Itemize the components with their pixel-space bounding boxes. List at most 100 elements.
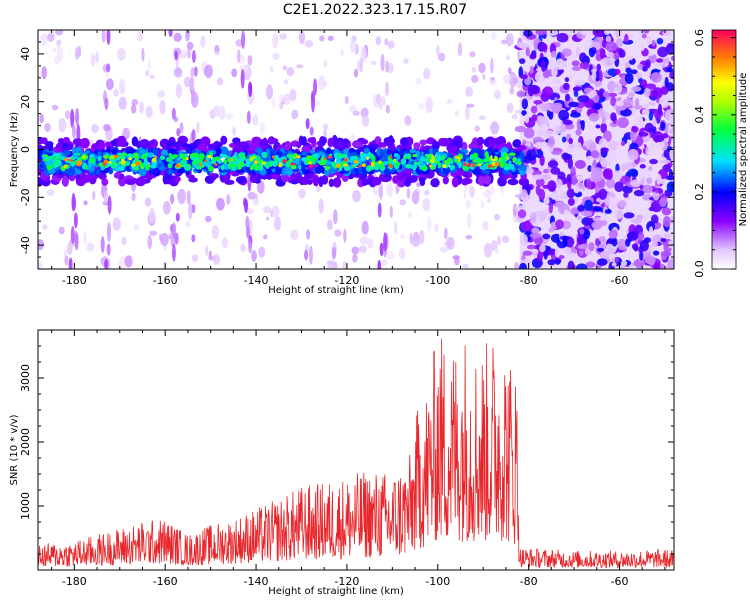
heatmap-cell — [584, 44, 590, 53]
heatmap-cell — [573, 185, 580, 194]
heatmap-cell — [131, 99, 139, 106]
heatmap-cell — [64, 255, 69, 266]
heatmap-cell — [660, 238, 667, 243]
heatmap-cell — [358, 245, 367, 253]
heatmap-cell — [380, 176, 391, 183]
heatmap-cell — [381, 259, 388, 267]
spectrogram-y-axis-label: Frequency (Hz) — [9, 112, 20, 188]
heatmap-cell — [482, 73, 486, 81]
heatmap-cell — [641, 184, 653, 194]
heatmap-cell — [590, 170, 603, 183]
heatmap-cell — [100, 166, 105, 171]
heatmap-cell — [44, 160, 50, 166]
heatmap-cell — [599, 216, 610, 221]
heatmap-cell — [121, 237, 127, 246]
heatmap-cell — [452, 255, 460, 260]
heatmap-cell — [409, 164, 415, 169]
heatmap-cell — [344, 157, 348, 163]
heatmap-cell — [472, 162, 476, 168]
heatmap-cell — [282, 159, 287, 163]
heatmap-cell — [215, 147, 222, 156]
heatmap-cell — [265, 84, 274, 100]
heatmap-cell — [318, 75, 326, 91]
heatmap-cell — [431, 155, 435, 159]
heatmap-cell — [569, 112, 581, 118]
heatmap-cell — [103, 123, 111, 132]
heatmap-cell — [611, 237, 618, 247]
heatmap-cell — [211, 225, 220, 239]
heatmap-cell — [482, 164, 488, 170]
heatmap-cell — [422, 68, 431, 80]
heatmap-cell — [173, 32, 182, 42]
heatmap-cell — [186, 147, 191, 154]
heatmap-cell — [111, 161, 116, 169]
heatmap-cell — [600, 57, 613, 67]
heatmap-cell — [627, 148, 639, 161]
heatmap-cell — [616, 117, 629, 129]
heatmap-cell — [668, 240, 674, 249]
heatmap-cell — [302, 169, 312, 175]
heatmap-cell — [389, 205, 393, 219]
heatmap-cell — [648, 165, 653, 172]
heatmap-cell — [190, 67, 195, 77]
heatmap-cell — [540, 118, 548, 126]
heatmap-cell — [646, 35, 652, 44]
heatmap-cell — [602, 91, 610, 98]
heatmap-cell — [171, 243, 176, 262]
heatmap-cell — [640, 79, 648, 88]
heatmap-cell — [463, 177, 470, 184]
heatmap-cell — [319, 35, 325, 42]
heatmap-cell — [554, 247, 561, 258]
heatmap-cell — [614, 181, 624, 193]
heatmap-cell — [220, 164, 225, 171]
heatmap-cell — [138, 167, 147, 177]
heatmap-cell — [490, 57, 494, 74]
heatmap-cell — [526, 244, 536, 250]
heatmap-cell — [104, 258, 109, 269]
heatmap-cell — [421, 165, 428, 172]
heatmap-cell — [449, 165, 455, 171]
heatmap-cell — [125, 178, 136, 185]
heatmap-cell — [256, 180, 265, 194]
heatmap-cell — [400, 137, 409, 147]
heatmap-cell — [505, 55, 511, 61]
heatmap-cell — [644, 255, 656, 265]
heatmap-cell — [175, 83, 182, 99]
heatmap-cell — [249, 165, 254, 171]
heatmap-cell — [186, 41, 194, 51]
heatmap-cell — [547, 160, 559, 168]
heatmap-cell — [272, 33, 279, 49]
heatmap-cell — [352, 253, 358, 263]
heatmap-cell — [267, 137, 279, 144]
snr-x-tick-label: -80 — [520, 575, 538, 588]
heatmap-cell — [657, 103, 663, 116]
heatmap-cell — [92, 190, 96, 201]
heatmap-cell — [489, 79, 497, 86]
heatmap-cell — [318, 176, 324, 188]
heatmap-cell — [342, 260, 347, 269]
heatmap-cell — [477, 163, 482, 167]
heatmap-cell — [408, 211, 412, 219]
heatmap-cell — [380, 53, 385, 72]
heatmap-cell — [411, 239, 421, 247]
heatmap-cell — [570, 207, 580, 215]
heatmap-cell — [109, 155, 115, 159]
heatmap-cell — [175, 163, 180, 168]
heatmap-cell — [252, 156, 256, 159]
heatmap-cell — [402, 58, 409, 64]
heatmap-cell — [548, 202, 554, 214]
heatmap-cell — [396, 153, 401, 160]
heatmap-cell — [238, 157, 245, 162]
snr-y-axis-label: SNR (10 * v/v) — [9, 414, 20, 485]
colorbar-label: Normalized spectral amplitude — [738, 73, 749, 227]
heatmap-cell — [416, 181, 422, 188]
heatmap-cell — [584, 199, 593, 212]
heatmap-cell — [246, 225, 251, 239]
heatmap-cell — [334, 229, 342, 237]
heatmap-cell — [208, 143, 218, 151]
heatmap-cell — [301, 136, 307, 147]
heatmap-cell — [548, 135, 555, 148]
heatmap-cell — [251, 136, 262, 145]
heatmap-cell — [575, 128, 582, 136]
heatmap-cell — [307, 161, 312, 165]
